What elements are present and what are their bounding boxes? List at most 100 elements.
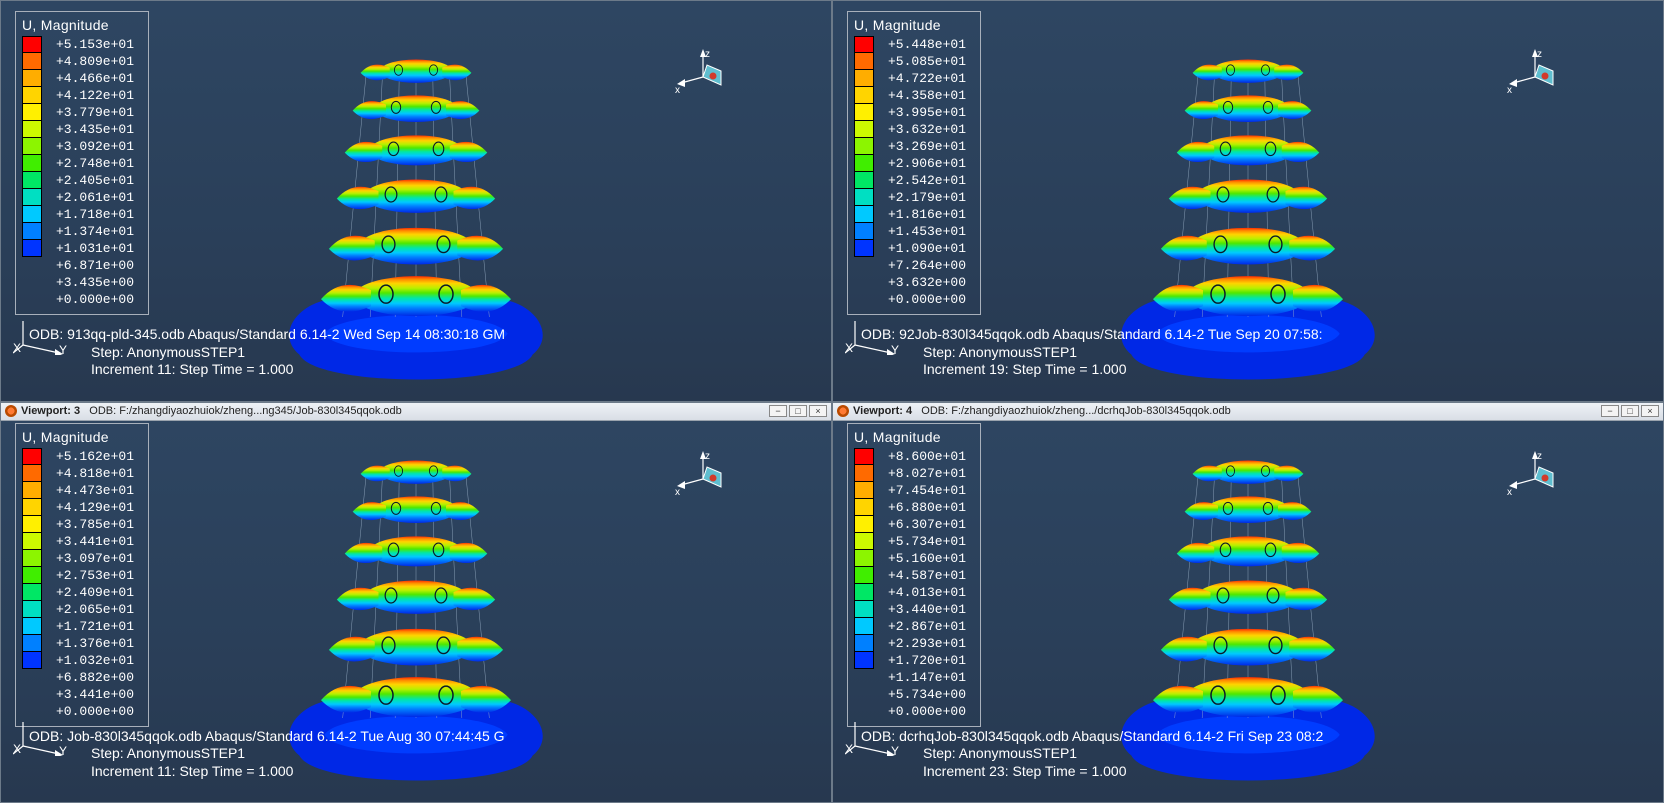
legend-row: +4.358e+01 (854, 87, 966, 104)
legend-value: +4.473e+01 (56, 484, 134, 497)
legend-row: +2.065e+01 (22, 601, 134, 618)
legend-value: +2.409e+01 (56, 586, 134, 599)
viewport-panel[interactable]: Viewport: 3 ODB: F:/zhangdiyaozhuiok/zhe… (0, 402, 832, 803)
legend: U, Magnitude+5.448e+01+5.085e+01+4.722e+… (847, 11, 981, 315)
legend-value: +4.129e+01 (56, 501, 134, 514)
close-button[interactable]: × (809, 405, 827, 417)
legend-swatch (854, 516, 874, 533)
legend-value: +3.092e+01 (56, 140, 134, 153)
legend-swatch (22, 206, 42, 223)
orientation-triad-icon[interactable] (675, 451, 731, 507)
legend-swatch (22, 635, 42, 652)
legend-value: +3.779e+01 (56, 106, 134, 119)
legend-value: +4.722e+01 (888, 72, 966, 85)
viewport-titlebar: Viewport: 3 ODB: F:/zhangdiyaozhuiok/zhe… (1, 403, 831, 421)
viewport-panel[interactable]: U, Magnitude+5.448e+01+5.085e+01+4.722e+… (832, 0, 1664, 402)
legend-row: +2.293e+01 (854, 635, 966, 652)
max-button[interactable]: □ (1621, 405, 1639, 417)
legend-swatch (22, 516, 42, 533)
orientation-triad-icon[interactable] (1507, 451, 1563, 507)
legend-row: +3.632e+00 (854, 274, 966, 291)
legend-value: +1.374e+01 (56, 225, 134, 238)
footer-line-1: ODB: 92Job-830l345qqok.odb Abaqus/Standa… (861, 326, 1323, 344)
legend-value: +1.720e+01 (888, 654, 966, 667)
legend-value: +2.065e+01 (56, 603, 134, 616)
legend-value: +1.718e+01 (56, 208, 134, 221)
legend-swatch (854, 669, 874, 686)
legend-value: +5.153e+01 (56, 38, 134, 51)
footer-line-3: Increment 23: Step Time = 1.000 (923, 763, 1323, 781)
legend-value: +0.000e+00 (888, 293, 966, 306)
legend-value: +1.721e+01 (56, 620, 134, 633)
legend-row: +4.809e+01 (22, 53, 134, 70)
legend-value: +5.448e+01 (888, 38, 966, 51)
legend-swatch (854, 206, 874, 223)
axis-y-label: Y (891, 343, 899, 357)
legend-value: +4.587e+01 (888, 569, 966, 582)
legend-row: +3.435e+01 (22, 121, 134, 138)
legend-row: +4.587e+01 (854, 567, 966, 584)
orientation-triad-icon[interactable] (1507, 49, 1563, 105)
legend-row: +2.906e+01 (854, 155, 966, 172)
legend-row: +3.632e+01 (854, 121, 966, 138)
legend-value: +3.441e+01 (56, 535, 134, 548)
legend-value: +4.013e+01 (888, 586, 966, 599)
legend-row: +1.453e+01 (854, 223, 966, 240)
legend-row: +6.871e+00 (22, 257, 134, 274)
legend-row: +2.405e+01 (22, 172, 134, 189)
legend-swatch (22, 70, 42, 87)
footer-line-2: Step: AnonymousSTEP1 (91, 344, 505, 362)
legend-value: +6.307e+01 (888, 518, 966, 531)
axis-x-label: X (845, 742, 853, 756)
axis-x-label: X (13, 341, 21, 355)
legend-swatch (22, 448, 42, 465)
legend-value: +4.818e+01 (56, 467, 134, 480)
legend-row: +1.032e+01 (22, 652, 134, 669)
viewport-panel[interactable]: U, Magnitude+5.153e+01+4.809e+01+4.466e+… (0, 0, 832, 402)
footer-line-2: Step: AnonymousSTEP1 (91, 745, 505, 763)
legend-swatch (854, 291, 874, 308)
legend-value: +4.466e+01 (56, 72, 134, 85)
orientation-triad-icon[interactable] (675, 49, 731, 105)
legend-swatch (854, 465, 874, 482)
legend-value: +1.147e+01 (888, 671, 966, 684)
legend-value: +2.405e+01 (56, 174, 134, 187)
legend-swatch (22, 138, 42, 155)
legend-value: +6.882e+00 (56, 671, 134, 684)
legend-swatch (854, 240, 874, 257)
legend-value: +3.441e+00 (56, 688, 134, 701)
legend-value: +3.632e+01 (888, 123, 966, 136)
legend-title: U, Magnitude (22, 430, 134, 444)
legend: U, Magnitude+5.162e+01+4.818e+01+4.473e+… (15, 423, 149, 727)
legend-swatch (854, 550, 874, 567)
xy-triad-icon: XY (13, 315, 67, 355)
legend-value: +2.061e+01 (56, 191, 134, 204)
legend-value: +0.000e+00 (56, 705, 134, 718)
legend-value: +2.179e+01 (888, 191, 966, 204)
legend-value: +5.734e+01 (888, 535, 966, 548)
legend-swatch (22, 482, 42, 499)
legend-value: +3.440e+01 (888, 603, 966, 616)
footer-line-3: Increment 11: Step Time = 1.000 (91, 361, 505, 379)
footer-line-2: Step: AnonymousSTEP1 (923, 745, 1323, 763)
legend-swatch (854, 584, 874, 601)
min-button[interactable]: − (769, 405, 787, 417)
legend-swatch (854, 36, 874, 53)
legend-row: +2.179e+01 (854, 189, 966, 206)
legend-row: +4.122e+01 (22, 87, 134, 104)
legend-row: +7.264e+00 (854, 257, 966, 274)
legend-row: +1.031e+01 (22, 240, 134, 257)
legend-value: +3.785e+01 (56, 518, 134, 531)
legend-row: +2.542e+01 (854, 172, 966, 189)
max-button[interactable]: □ (789, 405, 807, 417)
legend-value: +4.809e+01 (56, 55, 134, 68)
axis-y-label: Y (59, 343, 67, 357)
legend-value: +0.000e+00 (56, 293, 134, 306)
viewport-panel[interactable]: Viewport: 4 ODB: F:/zhangdiyaozhuiok/zhe… (832, 402, 1664, 803)
legend-row: +1.720e+01 (854, 652, 966, 669)
legend-row: +3.441e+00 (22, 686, 134, 703)
legend-swatch (854, 567, 874, 584)
legend-swatch (854, 652, 874, 669)
min-button[interactable]: − (1601, 405, 1619, 417)
close-button[interactable]: × (1641, 405, 1659, 417)
